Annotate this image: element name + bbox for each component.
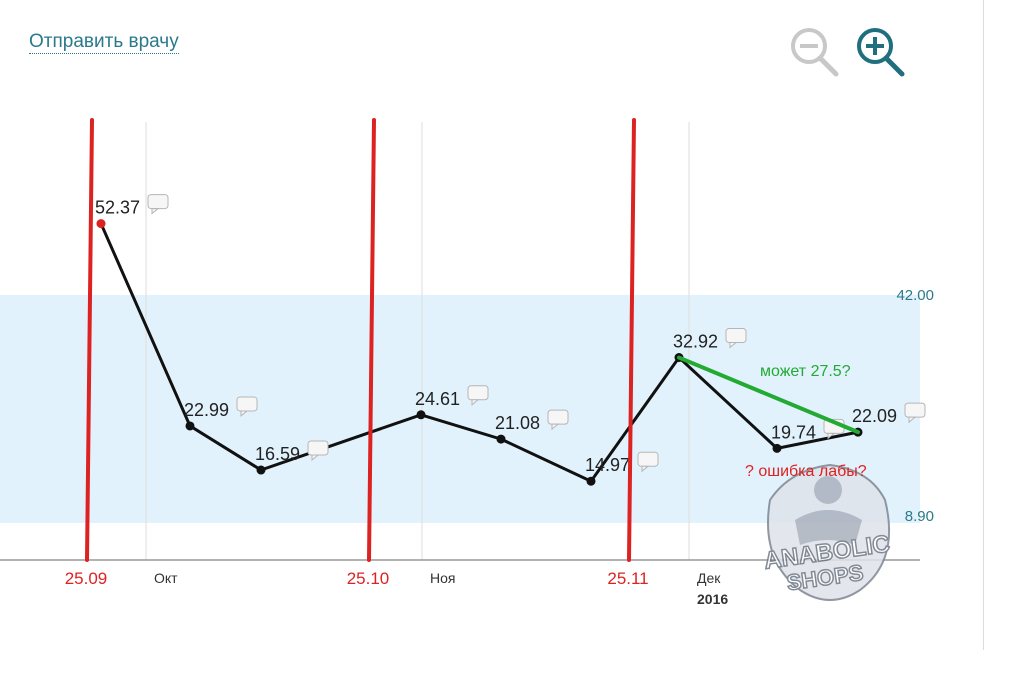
- alternate-value-line: [677, 355, 860, 435]
- comment-bubble-icon[interactable]: [236, 396, 258, 418]
- red-marker-line: [85, 118, 94, 562]
- send-to-doctor-link[interactable]: Отправить врачу: [29, 31, 179, 54]
- red-marker-date: 25.09: [65, 569, 108, 588]
- red-marker-date: 25.11: [607, 569, 648, 588]
- data-point[interactable]: [185, 421, 195, 431]
- data-point-label: 22.99: [184, 400, 229, 420]
- data-point[interactable]: [496, 434, 506, 444]
- x-tick-label: Окт: [154, 570, 178, 586]
- data-point-label: 52.37: [95, 198, 140, 218]
- x-tick-label: Дек: [697, 570, 721, 586]
- data-point[interactable]: [256, 465, 266, 475]
- alternate-value-annotation: может 27.5?: [760, 363, 851, 380]
- data-point-label: 14.97: [585, 455, 630, 475]
- reference-low-label: 8.90: [905, 508, 934, 525]
- comment-bubble-icon[interactable]: [547, 409, 569, 431]
- data-point[interactable]: [586, 476, 596, 486]
- red-marker-date: 25.10: [347, 569, 390, 588]
- panel-border: [983, 0, 984, 650]
- data-point-label: 19.74: [771, 422, 816, 442]
- data-point-label: 16.59: [255, 444, 300, 464]
- data-point-label: 22.09: [852, 406, 897, 426]
- comment-bubble-icon[interactable]: [307, 440, 329, 462]
- zoom-in-icon[interactable]: [852, 24, 908, 80]
- data-point-label: 21.08: [495, 413, 540, 433]
- reference-high-label: 42.00: [896, 287, 934, 304]
- red-marker-line: [367, 118, 376, 562]
- anabolic-shops-watermark: ANABOLIC SHOPS: [762, 463, 892, 601]
- data-point[interactable]: [772, 443, 782, 453]
- comment-bubble-icon[interactable]: [637, 451, 659, 473]
- lab-error-annotation: ? ошибка лабы?: [745, 463, 867, 480]
- data-point-label: 32.92: [673, 332, 718, 352]
- comment-bubble-icon[interactable]: [725, 328, 747, 349]
- x-tick-label: Ноя: [430, 570, 455, 586]
- data-point-label: 24.61: [415, 389, 460, 409]
- reference-range-band: [0, 295, 920, 523]
- comment-bubble-icon[interactable]: [904, 402, 926, 424]
- comment-bubble-icon[interactable]: [467, 385, 489, 406]
- zoom-out-icon[interactable]: [786, 24, 842, 80]
- x-tick-year: 2016: [697, 591, 728, 607]
- data-point[interactable]: [96, 219, 106, 229]
- comment-bubble-icon[interactable]: [147, 194, 169, 215]
- red-marker-line: [627, 118, 636, 562]
- data-point[interactable]: [416, 410, 426, 420]
